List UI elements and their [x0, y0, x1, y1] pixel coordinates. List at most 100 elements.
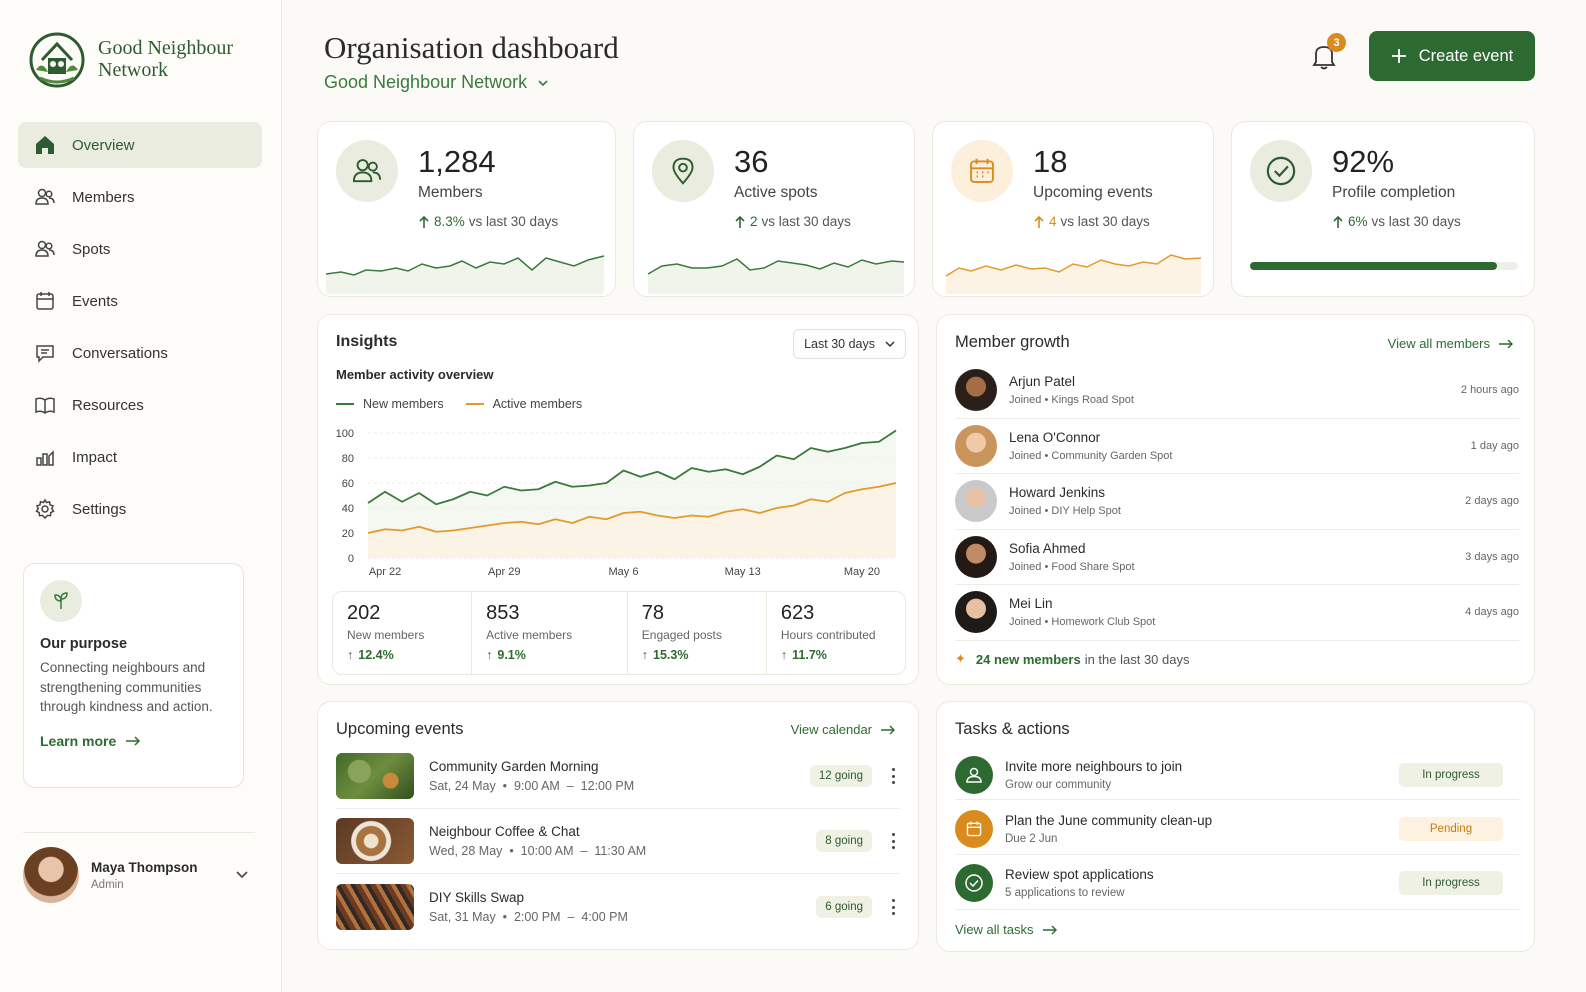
metric-active-members: 853 Active members ↑ 9.1% [472, 592, 628, 674]
divider [955, 909, 1519, 910]
view-all-tasks-link[interactable]: View all tasks [955, 922, 1058, 937]
page-title: Organisation dashboard [324, 30, 619, 65]
event-title: Neighbour Coffee & Chat [429, 824, 580, 839]
chart-subtitle: Member activity overview [336, 367, 494, 382]
list-item[interactable]: Mei Lin Joined • Homework Club Spot 4 da… [955, 585, 1519, 641]
new-member-suffix: in the last 30 days [1084, 651, 1190, 667]
task-title: Invite more neighbours to join [1005, 759, 1183, 774]
calendar-icon [951, 140, 1013, 202]
sidebar-item-label: Impact [72, 448, 118, 466]
range-select[interactable]: Last 30 days [793, 329, 906, 359]
event-row[interactable]: Neighbour Coffee & Chat Wed, 28 May • 10… [336, 813, 900, 869]
bell-icon[interactable] [1308, 40, 1340, 72]
going-badge: 12 going [809, 765, 872, 787]
sparkline [647, 258, 905, 294]
sidebar-item-settings[interactable]: Settings [18, 486, 262, 532]
task-row[interactable]: Review spot applications 5 applications … [955, 856, 1519, 910]
user-name: Maya Thompson [91, 859, 198, 875]
event-thumbnail [336, 884, 414, 930]
sidebar-item-overview[interactable]: Overview [18, 122, 262, 168]
sidebar-item-label: Resources [72, 396, 144, 414]
y-tick-label: 60 [342, 478, 354, 490]
legend-item[interactable]: New members [336, 397, 444, 411]
stat-value: 36 [734, 144, 769, 179]
legend-item[interactable]: Active members [465, 397, 582, 411]
event-row[interactable]: Community Garden Morning Sat, 24 May • 9… [336, 748, 900, 804]
stat-delta-value: 2 [750, 214, 758, 229]
calendar-icon [955, 810, 993, 848]
member-meta: Joined • Kings Road Spot [1009, 394, 1134, 407]
sidebar-item-spots[interactable]: Spots [18, 226, 262, 272]
range-select-label: Last 30 days [804, 337, 875, 351]
stat-card-upcoming-events[interactable]: 18 Upcoming events 4 vs last 30 days [932, 121, 1214, 297]
metric-value: 202 [347, 602, 381, 624]
metric-value: 78 [641, 602, 665, 624]
list-item[interactable]: Arjun Patel Joined • Kings Road Spot 2 h… [955, 363, 1519, 419]
stat-delta: 2 vs last 30 days [734, 214, 851, 229]
org-select[interactable]: Good Neighbour Network [324, 72, 549, 93]
task-subtitle: 5 applications to review [1005, 887, 1125, 899]
new-member-count: 24 new members [975, 651, 1081, 667]
stat-label: Members [418, 184, 483, 201]
chat-icon [36, 345, 54, 363]
arrow-up-icon [419, 215, 429, 228]
stat-delta: 4 vs last 30 days [1033, 214, 1150, 229]
sidebar-nav: Overview Members Spots Events Conversati… [18, 122, 262, 538]
user-role: Admin [91, 878, 124, 891]
create-event-button[interactable]: Create event [1369, 31, 1535, 81]
sidebar-item-impact[interactable]: Impact [18, 434, 262, 480]
sidebar-item-label: Events [72, 292, 118, 310]
event-date: Sat, 24 May • 9:00 AM – 12:00 PM [429, 779, 635, 793]
brand[interactable]: Good Neighbour Network [28, 30, 258, 88]
book-icon [35, 397, 55, 414]
event-thumbnail [336, 818, 414, 864]
arrow-up-icon [1333, 215, 1343, 228]
arrow-right-icon [881, 725, 895, 734]
sidebar-item-label: Conversations [72, 344, 168, 362]
sidebar-item-events[interactable]: Events [18, 278, 262, 324]
more-options-icon[interactable] [886, 897, 900, 917]
arrow-up-icon: ↑ [780, 648, 788, 662]
sidebar-item-resources[interactable]: Resources [18, 382, 262, 428]
users-icon [336, 140, 398, 202]
org-select-label: Good Neighbour Network [324, 72, 528, 92]
metric-value: 623 [780, 602, 815, 624]
list-item[interactable]: Lena O'Connor Joined • Community Garden … [955, 419, 1519, 474]
activity-line-chart: 0 20 40 60 80 100 Apr 22 Apr 29 May 6 May 13 May 2… [336, 428, 897, 578]
going-badge: 6 going [816, 896, 872, 918]
stat-value: 92% [1332, 144, 1395, 179]
user-menu[interactable]: Maya Thompson Admin [23, 832, 255, 903]
series-area [368, 483, 896, 558]
sprout-icon [40, 580, 82, 622]
view-calendar-link[interactable]: View calendar [791, 722, 896, 737]
member-name: Lena O'Connor [1009, 429, 1101, 445]
sparkline [945, 254, 1202, 294]
metric-label: Engaged posts [641, 628, 722, 642]
learn-more-link[interactable]: Learn more [40, 733, 227, 749]
chevron-down-icon[interactable] [235, 870, 249, 880]
divider [336, 808, 900, 809]
metric-delta-value: 11.7% [792, 648, 827, 662]
home-icon [36, 136, 54, 154]
stat-card-profile-completion[interactable]: 92% Profile completion 6% vs last 30 day… [1231, 121, 1535, 297]
sidebar-item-conversations[interactable]: Conversations [18, 330, 262, 376]
sidebar-item-label: Spots [72, 240, 111, 258]
list-item[interactable]: Sofia Ahmed Joined • Food Share Spot 3 d… [955, 530, 1519, 585]
metric-value: 853 [486, 602, 520, 624]
stat-card-members[interactable]: 1,284 Members 8.3% vs last 30 days [317, 121, 616, 297]
divider [955, 799, 1519, 800]
task-row[interactable]: Plan the June community clean-up Due 2 J… [955, 802, 1519, 856]
more-options-icon[interactable] [886, 831, 900, 851]
upcoming-events-card: Upcoming events View calendar Community … [317, 701, 919, 950]
gear-icon [35, 498, 55, 520]
event-row[interactable]: DIY Skills Swap Sat, 31 May • 2:00 PM – … [336, 879, 900, 935]
member-growth-footer: ✦ 24 new members in the last 30 days [955, 651, 1189, 667]
create-event-label: Create event [1418, 46, 1514, 65]
stat-card-active-spots[interactable]: 36 Active spots 2 vs last 30 days [633, 121, 915, 297]
view-all-members-link[interactable]: View all members [1388, 336, 1514, 351]
task-row[interactable]: Invite more neighbours to join Grow our … [955, 748, 1519, 802]
more-options-icon[interactable] [886, 766, 900, 786]
sidebar-item-members[interactable]: Members [18, 174, 262, 220]
metric-delta: ↑ 9.1% [486, 648, 613, 662]
list-item[interactable]: Howard Jenkins Joined • DIY Help Spot 2 … [955, 474, 1519, 530]
